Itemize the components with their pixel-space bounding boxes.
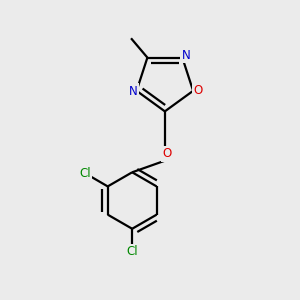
Text: N: N xyxy=(182,49,190,62)
Text: O: O xyxy=(163,147,172,161)
Text: N: N xyxy=(129,85,137,98)
Text: O: O xyxy=(194,84,203,97)
Text: Cl: Cl xyxy=(79,167,91,180)
Text: Cl: Cl xyxy=(126,245,138,258)
